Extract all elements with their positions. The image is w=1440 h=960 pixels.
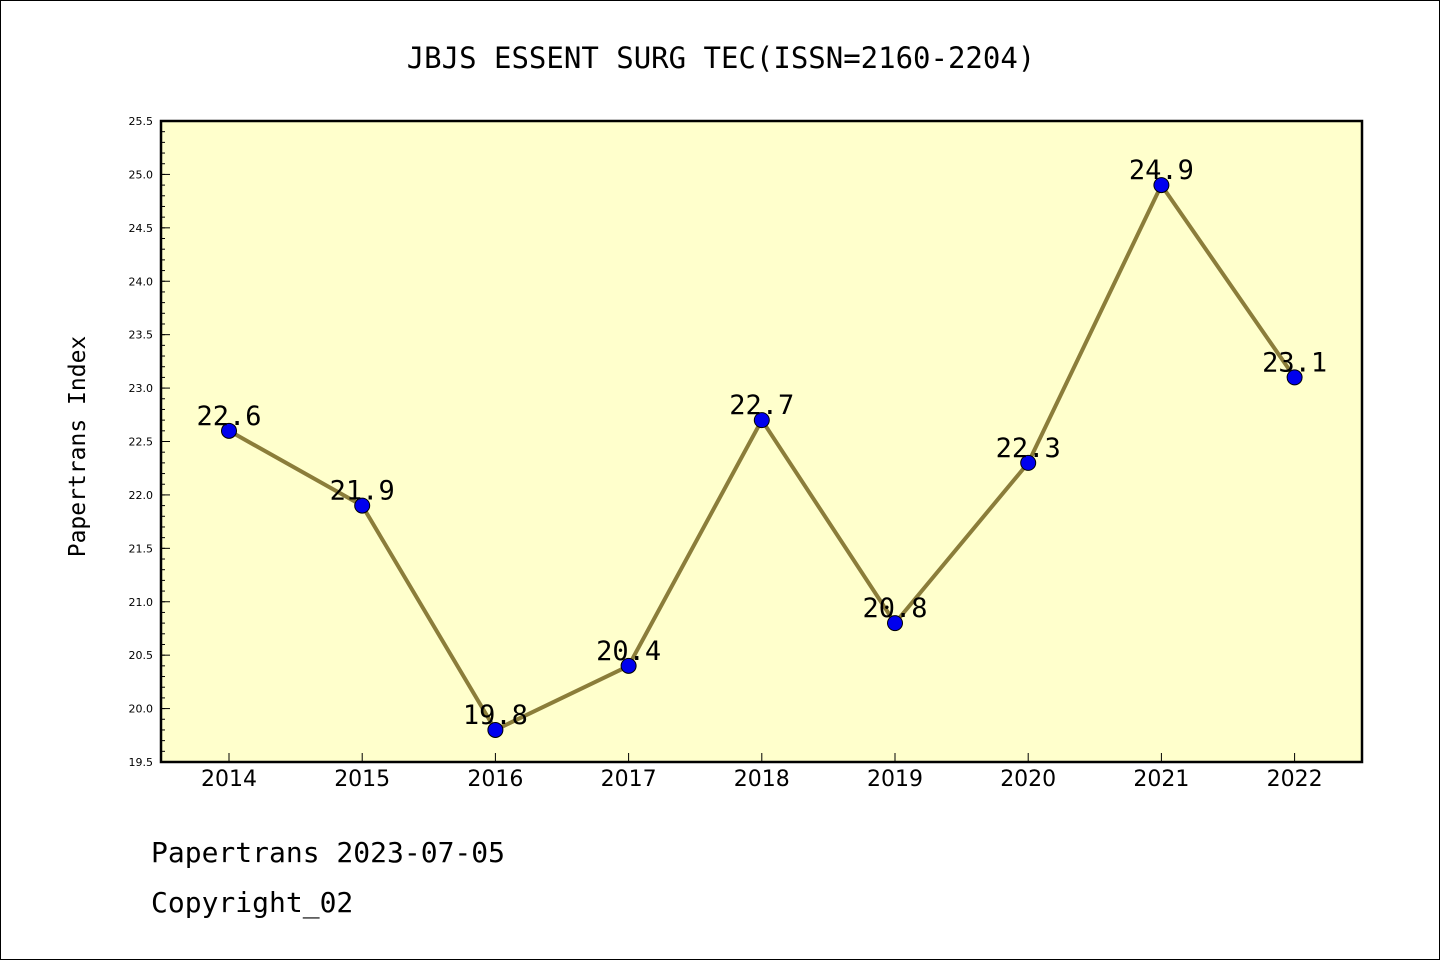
- y-tick-label: 20.5: [129, 649, 154, 662]
- x-tick-label: 2018: [734, 767, 790, 792]
- data-point: [753, 412, 770, 429]
- data-label: 21.9: [330, 476, 395, 507]
- y-tick-label: 25.5: [129, 115, 154, 128]
- x-tick-label: 2020: [1000, 767, 1056, 792]
- y-tick-label: 22.5: [129, 436, 154, 449]
- y-tick-label: 24.5: [129, 222, 154, 235]
- data-point: [887, 615, 903, 632]
- y-axis-label: Papertrans Index: [65, 336, 91, 558]
- x-tick-label: 2022: [1267, 767, 1323, 792]
- data-labels: 22.6 21.9 19.8 20.4 22.7 20.8 22.3 24.9 23.1: [196, 155, 1327, 731]
- data-label: 20.4: [596, 636, 661, 667]
- y-tick-label: 19.5: [129, 756, 154, 769]
- y-tick-label: 24.0: [129, 275, 154, 288]
- x-tick-label: 2016: [467, 767, 523, 792]
- data-point: [221, 422, 237, 439]
- y-axis-ticks: 19.5 20.0 20.5 21.0 21.5 22.0 22.5 23.0 23.5 24.0…: [129, 115, 170, 769]
- x-axis-ticks: 2014 2015 2016 2017 2018 2019 2020 2021 2022: [201, 753, 1323, 792]
- y-tick-label: 20.0: [129, 703, 154, 716]
- data-label: 23.1: [1262, 347, 1327, 378]
- x-tick-label: 2017: [601, 767, 657, 792]
- data-label: 20.8: [862, 593, 927, 624]
- x-tick-label: 2021: [1133, 767, 1189, 792]
- x-tick-label: 2019: [867, 767, 923, 792]
- data-label: 22.3: [996, 433, 1061, 464]
- y-tick-label: 23.5: [129, 329, 154, 342]
- plot-area: [161, 121, 1362, 762]
- footer-source: Papertrans 2023-07-05: [151, 836, 506, 869]
- y-tick-label: 21.5: [129, 542, 154, 555]
- data-label: 19.8: [463, 700, 528, 731]
- data-point: [1153, 177, 1170, 194]
- data-points: [221, 177, 1303, 738]
- data-label: 22.7: [729, 390, 794, 421]
- data-point: [620, 657, 637, 674]
- data-label: 24.9: [1129, 155, 1194, 186]
- y-tick-label: 23.0: [129, 382, 154, 395]
- x-tick-label: 2015: [334, 767, 390, 792]
- y-tick-label: 22.0: [129, 489, 154, 502]
- y-tick-label: 21.0: [129, 596, 154, 609]
- chart-title: JBJS ESSENT SURG TEC(ISSN=2160-2204): [407, 41, 1036, 75]
- y-tick-label: 25.0: [129, 168, 154, 181]
- data-point: [487, 721, 504, 738]
- x-tick-label: 2014: [201, 767, 257, 792]
- data-label: 22.6: [196, 401, 261, 432]
- data-point: [1020, 454, 1037, 471]
- footer-copyright: Copyright_02: [151, 886, 354, 919]
- plot-frame: [159, 119, 1364, 764]
- data-point: [354, 497, 371, 514]
- data-point: [1286, 369, 1303, 386]
